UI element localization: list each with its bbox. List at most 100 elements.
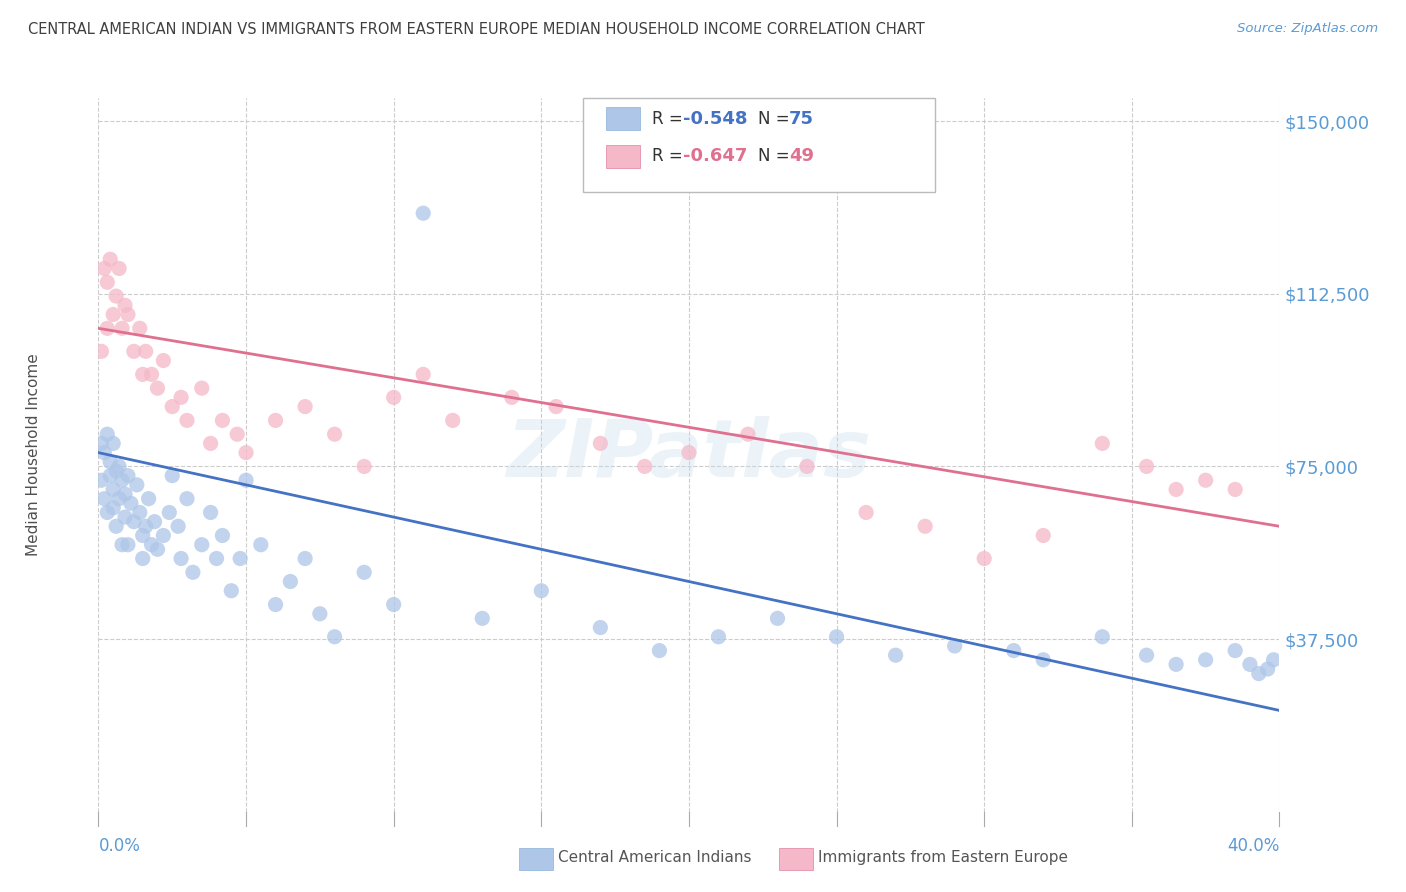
Point <box>138 491 160 506</box>
Text: Median Household Income: Median Household Income <box>25 353 41 557</box>
Point <box>98 455 121 469</box>
Point <box>1239 657 1261 672</box>
Point <box>264 413 287 427</box>
Point <box>973 551 995 566</box>
Point <box>226 427 249 442</box>
Point <box>1223 483 1246 497</box>
Point <box>914 519 936 533</box>
Point <box>120 496 142 510</box>
Point <box>1135 459 1157 474</box>
Text: R =: R = <box>652 147 689 165</box>
Point <box>855 506 877 520</box>
Point <box>884 648 907 663</box>
Point <box>441 413 464 427</box>
Point <box>122 515 145 529</box>
Point <box>1032 653 1054 667</box>
Point <box>589 436 612 450</box>
Point <box>678 445 700 459</box>
Point <box>633 459 655 474</box>
Point <box>152 528 174 542</box>
Point <box>191 538 214 552</box>
Text: 40.0%: 40.0% <box>1227 837 1279 855</box>
Point <box>191 381 214 395</box>
Text: R =: R = <box>652 110 689 128</box>
Point <box>108 459 131 474</box>
Point <box>111 538 134 552</box>
Point <box>111 321 134 335</box>
Point <box>943 639 966 653</box>
Point <box>176 413 198 427</box>
Point <box>108 261 131 276</box>
Point <box>648 643 671 657</box>
Point <box>117 538 139 552</box>
Point <box>98 468 121 483</box>
Point <box>323 630 346 644</box>
Point <box>132 528 155 542</box>
Point <box>353 566 375 580</box>
Point <box>278 574 302 589</box>
Text: Source: ZipAtlas.com: Source: ZipAtlas.com <box>1237 22 1378 36</box>
Point <box>103 483 125 497</box>
Point <box>1195 653 1218 667</box>
Point <box>211 413 233 427</box>
Text: N =: N = <box>758 110 794 128</box>
Point <box>176 491 198 506</box>
Text: 49: 49 <box>789 147 814 165</box>
Point <box>412 206 434 220</box>
Point <box>825 630 848 644</box>
Point <box>105 289 128 303</box>
Text: -0.548: -0.548 <box>683 110 748 128</box>
Point <box>1164 483 1187 497</box>
Point <box>128 506 150 520</box>
Text: Central American Indians: Central American Indians <box>558 850 752 864</box>
Point <box>211 528 233 542</box>
Point <box>707 630 730 644</box>
Point <box>96 321 118 335</box>
Point <box>205 551 228 566</box>
Point <box>152 353 174 368</box>
Point <box>412 368 434 382</box>
Point <box>235 445 257 459</box>
Point <box>181 566 204 580</box>
Point <box>90 344 112 359</box>
Point <box>766 611 789 625</box>
Point <box>103 500 125 515</box>
Point <box>146 381 169 395</box>
Point <box>103 436 125 450</box>
Point <box>90 436 112 450</box>
Point <box>1247 666 1270 681</box>
Point <box>114 298 136 312</box>
Point <box>114 510 136 524</box>
Point <box>264 598 287 612</box>
Point <box>93 261 115 276</box>
Point <box>796 459 818 474</box>
Point <box>1002 643 1025 657</box>
Point <box>157 506 180 520</box>
Point <box>146 542 169 557</box>
Point <box>122 344 145 359</box>
Text: ZIPatlas: ZIPatlas <box>506 416 872 494</box>
Point <box>135 519 157 533</box>
Point <box>132 368 155 382</box>
Point <box>309 607 332 621</box>
Text: N =: N = <box>758 147 794 165</box>
Point <box>105 464 128 478</box>
Point <box>117 308 139 322</box>
Point <box>1223 643 1246 657</box>
Point <box>98 252 121 267</box>
Point <box>589 621 612 635</box>
Point <box>530 583 553 598</box>
Point <box>162 468 183 483</box>
Point <box>382 598 405 612</box>
Point <box>90 473 112 487</box>
Point <box>1195 473 1218 487</box>
Point <box>96 427 118 442</box>
Point <box>1032 528 1054 542</box>
Point <box>132 551 155 566</box>
Point <box>200 506 222 520</box>
Point <box>382 390 405 404</box>
Point <box>1263 653 1285 667</box>
Text: 0.0%: 0.0% <box>98 837 141 855</box>
Point <box>93 491 115 506</box>
Point <box>1135 648 1157 663</box>
